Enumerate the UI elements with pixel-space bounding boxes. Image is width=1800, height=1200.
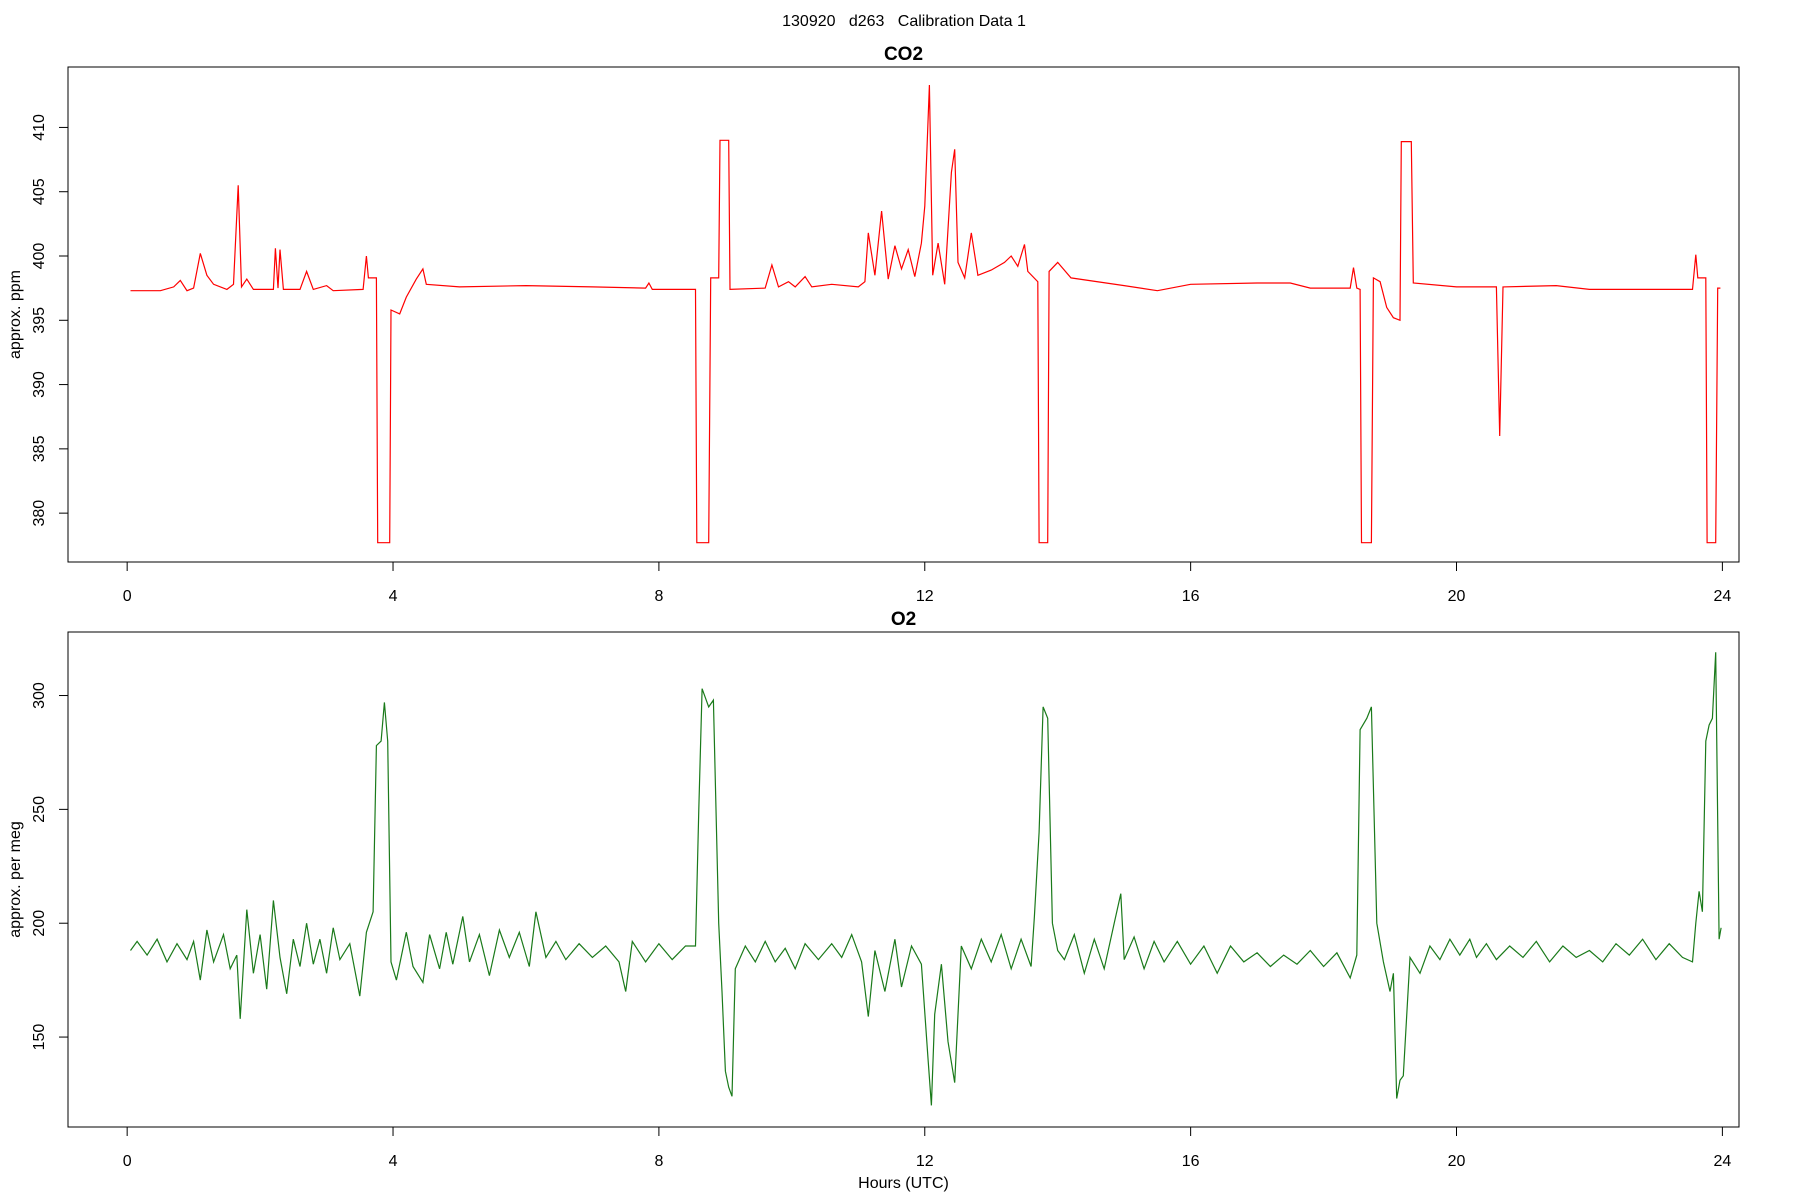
y-tick-label: 400: [31, 243, 48, 270]
x-tick-label: 0: [123, 588, 132, 605]
plot-frame: [67, 66, 1740, 563]
x-tick-label: 0: [123, 1153, 132, 1170]
x-tick-label: 24: [1713, 588, 1731, 605]
y-tick-label: 150: [31, 1024, 48, 1051]
panel-title: O2: [891, 609, 916, 630]
x-tick-label: 16: [1182, 588, 1200, 605]
figure-title: 130920 d263 Calibration Data 1: [782, 13, 1026, 30]
x-tick-label: 8: [654, 588, 663, 605]
x-tick-label: 24: [1713, 1153, 1731, 1170]
x-tick-label: 20: [1448, 1153, 1466, 1170]
y-tick-label: 395: [31, 307, 48, 334]
y-tick-label: 410: [31, 114, 48, 141]
data-line: [130, 652, 1722, 1106]
x-tick-label: 12: [916, 1153, 934, 1170]
x-tick-label: 20: [1448, 588, 1466, 605]
x-tick-label: 4: [389, 588, 398, 605]
panel-title: CO2: [884, 44, 923, 65]
x-tick-label: 4: [389, 1153, 398, 1170]
y-tick-label: 250: [31, 796, 48, 823]
y-tick-label: 200: [31, 910, 48, 937]
x-tick-label: 8: [654, 1153, 663, 1170]
y-tick-label: 385: [31, 435, 48, 462]
y-tick-label: 390: [31, 371, 48, 398]
y-tick-label: 300: [31, 682, 48, 709]
x-tick-label: 12: [916, 588, 934, 605]
y-tick-label: 380: [31, 500, 48, 527]
x-tick-label: 16: [1182, 1153, 1200, 1170]
y-axis-label: approx. ppm: [7, 270, 24, 359]
data-line: [130, 84, 1721, 544]
y-tick-label: 405: [31, 178, 48, 205]
y-axis-label: approx. per meg: [7, 821, 24, 938]
plot-frame: [67, 631, 1740, 1128]
x-axis-label: Hours (UTC): [858, 1175, 949, 1192]
